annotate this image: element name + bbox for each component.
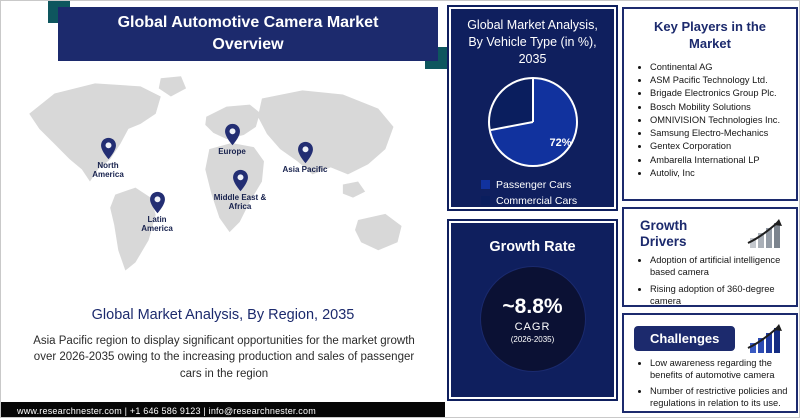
- key-player-item: OMNIVISION Technologies Inc.: [650, 114, 796, 126]
- cagr-value: ~8.8%: [502, 294, 563, 318]
- key-player-item: Brigade Electronics Group Plc.: [650, 87, 796, 99]
- legend-item: Passenger Cars: [481, 179, 614, 191]
- key-players-card: Key Players in the Market Continental AG…: [622, 7, 798, 201]
- challenges-list: Low awareness regarding the benefits of …: [624, 357, 796, 409]
- location-pin-icon: [224, 123, 240, 146]
- key-player-item: ASM Pacific Technology Ltd.: [650, 74, 796, 86]
- key-players-title: Key Players in the Market: [654, 19, 766, 51]
- region-analysis-title: Global Market Analysis, By Region, 2035: [91, 307, 355, 323]
- growth-drivers-title: Growth Drivers: [640, 218, 688, 250]
- legend-item: Commercial Cars: [481, 195, 614, 207]
- key-player-item: Gentex Corporation: [650, 140, 796, 152]
- map-pin-latin-america: Latin America: [137, 191, 177, 233]
- growth-bars-icon: [747, 219, 782, 248]
- growth-drivers-header: Growth Drivers: [624, 209, 796, 250]
- challenges-title: Challenges: [634, 325, 736, 351]
- growth-rate-card: Growth Rate ~8.8% CAGR (2026-2035): [449, 221, 616, 399]
- cagr-label: CAGR: [514, 320, 551, 333]
- map-region-label: Europe: [218, 147, 246, 156]
- legend-swatch: [481, 196, 490, 206]
- map-region-label: North America: [92, 161, 124, 180]
- map-region-label: Asia Pacific: [282, 165, 328, 174]
- world-map: North America Latin America Europe Middl…: [9, 65, 439, 299]
- pie-data-label: 72%: [549, 136, 572, 149]
- growth-drivers-list: Adoption of artificial intelligence base…: [624, 254, 796, 306]
- map-region-label: Middle East & Africa: [213, 193, 267, 212]
- pie-chart-wrapper: 72%: [487, 76, 578, 167]
- contact-footer-bar: www.researchnester.com | +1 646 586 9123…: [1, 402, 445, 417]
- vehicle-type-pie: [487, 76, 578, 167]
- map-pin-middle-east-africa: Middle East & Africa: [211, 169, 269, 211]
- challenge-item: Number of restrictive policies and regul…: [650, 385, 796, 409]
- growth-driver-item: Adoption of artificial intelligence base…: [650, 254, 796, 278]
- page-title: Global Automotive Camera Market Overview: [58, 7, 438, 61]
- vehicle-type-chart-title: Global Market Analysis, By Vehicle Type …: [467, 18, 598, 66]
- legend-label: Passenger Cars: [496, 178, 572, 191]
- challenges-bars-icon: [747, 324, 782, 353]
- contact-footer-text: www.researchnester.com | +1 646 586 9123…: [17, 405, 316, 416]
- map-pin-asia-pacific: Asia Pacific: [270, 141, 340, 174]
- challenges-header: Challenges: [624, 315, 796, 353]
- location-pin-icon: [232, 169, 248, 192]
- cagr-period: (2026-2035): [510, 334, 555, 344]
- key-players-list: Continental AG ASM Pacific Technology Lt…: [624, 61, 796, 179]
- vehicle-type-card: Global Market Analysis, By Vehicle Type …: [449, 7, 616, 209]
- growth-rate-title: Growth Rate: [489, 239, 576, 255]
- location-pin-icon: [100, 137, 116, 160]
- growth-rate-circle: ~8.8% CAGR (2026-2035): [480, 267, 585, 371]
- map-pin-europe: Europe: [207, 123, 257, 156]
- key-player-item: Continental AG: [650, 61, 796, 73]
- key-player-item: Samsung Electro-Mechanics: [650, 127, 796, 139]
- growth-driver-item: Rising adoption of 360-degree camera: [650, 283, 796, 307]
- map-region-label: Latin America: [141, 215, 173, 234]
- world-map-graphic: [29, 76, 402, 271]
- challenge-item: Low awareness regarding the benefits of …: [650, 357, 796, 381]
- legend-label: Commercial Cars: [496, 194, 578, 207]
- growth-drivers-card: Growth Drivers Adoption of artificial in…: [622, 207, 798, 307]
- location-pin-icon: [149, 191, 165, 214]
- legend-swatch: [481, 180, 490, 190]
- key-player-item: Ambarella International LP: [650, 154, 796, 166]
- pie-legend: Passenger Cars Commercial Cars: [481, 179, 614, 207]
- location-pin-icon: [297, 141, 313, 164]
- key-player-item: Bosch Mobility Solutions: [650, 101, 796, 113]
- map-pin-north-america: North America: [88, 137, 128, 179]
- challenges-card: Challenges Low awareness regarding the b…: [622, 313, 798, 413]
- key-player-item: Autoliv, Inc: [650, 167, 796, 179]
- region-analysis-text: Asia Pacific region to display significa…: [33, 335, 415, 380]
